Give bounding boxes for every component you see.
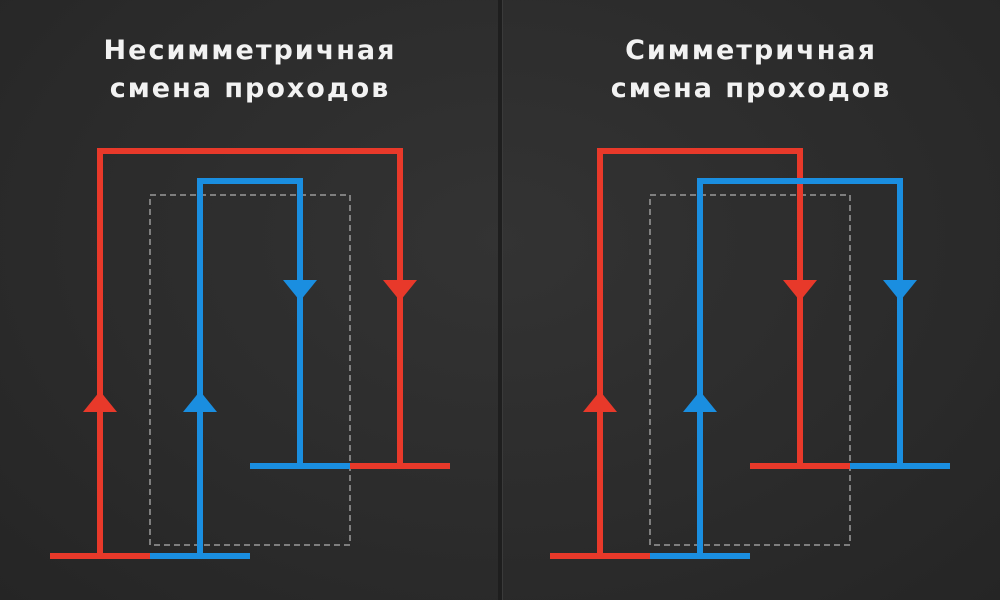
hot-down-arrow	[383, 280, 417, 301]
panel-title-line2: смена проходов	[109, 73, 391, 104]
guide-outline	[149, 194, 351, 546]
hot-up-arrow	[583, 391, 617, 412]
cold-up-arrow	[683, 391, 717, 412]
asymmetric-diagram	[50, 148, 450, 559]
panel-symmetric: Симметричная смена проходов	[502, 0, 1000, 600]
panel-title-line2: смена проходов	[610, 73, 892, 104]
panel-title: Симметричная смена проходов	[502, 32, 1000, 108]
hot-down-arrow	[783, 280, 817, 301]
panel-title-line1: Симметричная	[625, 35, 877, 66]
hot-up-arrow	[83, 391, 117, 412]
panel-asymmetric: Несимметричная смена проходов	[0, 32, 500, 559]
cold-down-arrow	[283, 280, 317, 301]
guide-outline	[649, 194, 851, 546]
cold-flow-line	[697, 178, 903, 556]
hot-flow-line	[97, 148, 403, 556]
panel-title-line1: Несимметричная	[103, 35, 397, 66]
hot-flow-line	[597, 148, 803, 556]
panel-divider	[498, 0, 502, 600]
symmetric-diagram	[550, 148, 950, 559]
cold-flow-line	[197, 178, 303, 556]
panel-title: Несимметричная смена проходов	[0, 32, 500, 108]
cold-up-arrow	[183, 391, 217, 412]
cold-down-arrow	[883, 280, 917, 301]
